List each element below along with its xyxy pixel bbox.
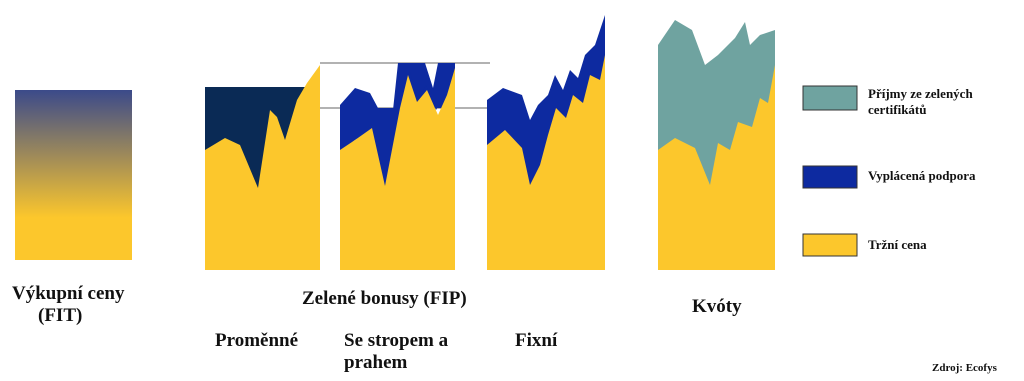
fip-fixed-label: Fixní [515,330,558,351]
fip-cap-support-area [340,63,455,110]
fip-cap-label-line2: prahem [344,352,408,373]
fip-variable-market-area [205,65,320,270]
quota-market-area [658,65,775,270]
source-note: Zdroj: Ecofys [932,362,997,374]
quota-label: Kvóty [692,296,742,317]
fip-cap-label-line1: Se stropem a [344,330,449,351]
legend-label-paid-support: Vyplácená podpora [868,168,976,183]
fip-variable-label: Proměnné [215,330,299,351]
fit-label-line2: (FIT) [38,305,83,326]
fip-fixed-panel [487,15,605,270]
fip-cap-market-area [340,68,455,270]
quota-panel [658,20,775,270]
legend-label-green-certificates-line2: certifikátů [868,102,927,117]
fip-fixed-market-area [487,55,605,270]
fip-group-label: Zelené bonusy (FIP) [302,288,467,309]
fip-cap-floor-panel [340,63,455,270]
legend-swatch-paid-support [802,165,858,189]
legend-label-market-price: Tržní cena [868,237,927,252]
legend-swatch-green-certificates [802,85,858,111]
fit-block [15,90,132,260]
fit-label-line1: Výkupní ceny [12,283,125,304]
legend-swatch-market-price [802,233,858,257]
fip-variable-panel [205,65,320,270]
legend-label-green-certificates-line1: Příjmy ze zelených [868,86,973,101]
